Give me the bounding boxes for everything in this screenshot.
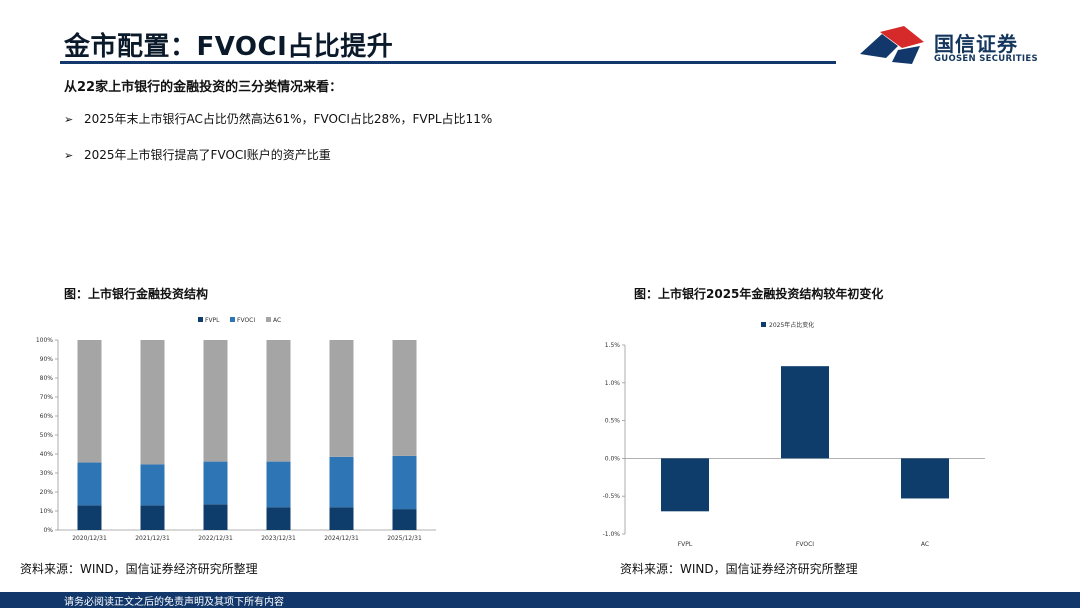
legend-swatch [266, 317, 271, 322]
bar-ac-2024 [329, 340, 354, 457]
logo-text-en: GUOSEN SECURITIES [934, 54, 1038, 64]
bar-ac [901, 458, 949, 499]
page-title: 金市配置：FVOCI占比提升 [64, 32, 394, 62]
x-tick-label: 2021/12/31 [135, 535, 170, 542]
right-figure-title: 图：上市银行2025年金融投资结构较年初变化 [634, 287, 884, 301]
bar-ac-2021 [140, 340, 165, 465]
legend-swatch [198, 317, 203, 322]
bullet-item: ➢ 2025年末上市银行AC占比仍然高达61%，FVOCI占比28%，FVPL占比… [64, 110, 492, 146]
y-tick-label: 0.5% [605, 418, 621, 425]
y-tick-label: 1.5% [605, 342, 621, 349]
bar-fvpl [661, 458, 709, 512]
y-tick-label: 40% [40, 451, 54, 458]
bar-ac-2023 [266, 340, 291, 462]
x-tick-label: FVOCI [796, 541, 814, 548]
bar-fvoci-2025 [392, 455, 417, 510]
change-bar-chart: 2025年占比变化 -1.0% -0.5% 0.0% 0.5% 1.0% 1.5% FVPL F… [603, 321, 985, 548]
bullet-list: ➢ 2025年末上市银行AC占比仍然高达61%，FVOCI占比28%，FVPL占比… [64, 110, 492, 182]
legend-label: 2025年占比变化 [769, 321, 814, 329]
y-tick-label: 50% [40, 432, 54, 439]
arrow-bullet-icon: ➢ [64, 149, 74, 162]
y-tick-label: 90% [40, 356, 54, 363]
title-underline [60, 61, 836, 64]
x-tick-label: 2025/12/31 [387, 535, 422, 542]
legend-swatch [230, 317, 235, 322]
y-tick-label: -0.5% [603, 493, 621, 500]
left-figure-source: 资料来源：WIND，国信证券经济研究所整理 [20, 562, 258, 576]
x-tick-label: 2020/12/31 [72, 535, 107, 542]
bar-fvoci-2021 [140, 464, 165, 506]
bar-ac-2020 [77, 340, 102, 463]
bar-ac-2022 [203, 340, 228, 462]
stacked-bar-chart: FVPL FVOCI AC 0% 10% 20% 30% 40% 50% 60% 70% 80% 90%… [36, 317, 436, 542]
legend-swatch [761, 322, 766, 327]
x-tick-label: AC [921, 541, 929, 548]
bar-fvoci-2022 [203, 461, 228, 505]
bar-fvpl-2022 [203, 504, 228, 530]
x-tick-label: 2022/12/31 [198, 535, 233, 542]
brand-logo: 国信证券 GUOSEN SECURITIES [858, 24, 1058, 68]
arrow-bullet-icon: ➢ [64, 113, 74, 126]
y-tick-label: 70% [40, 394, 54, 401]
x-tick-label: 2023/12/31 [261, 535, 296, 542]
y-tick-label: -1.0% [603, 531, 621, 538]
y-tick-label: 1.0% [605, 380, 621, 387]
bullet-item: ➢ 2025年上市银行提高了FVOCI账户的资产比重 [64, 146, 492, 182]
bar-fvpl-2020 [77, 505, 102, 530]
y-tick-label: 0% [43, 527, 53, 534]
legend-label: FVOCI [237, 317, 255, 324]
bar-ac-2025 [392, 340, 417, 456]
legend-label: AC [273, 317, 281, 324]
bar-fvoci [781, 366, 829, 459]
footer-bar: 请务必阅读正文之后的免责声明及其项下所有内容 [0, 592, 1080, 608]
left-figure-title: 图：上市银行金融投资结构 [64, 287, 209, 301]
x-tick-label: FVPL [678, 541, 693, 548]
legend-label: FVPL [205, 317, 220, 324]
guosen-logo-icon [860, 26, 924, 64]
bar-fvpl-2023 [266, 507, 291, 530]
y-tick-label: 10% [40, 508, 54, 515]
intro-text: 从22家上市银行的金融投资的三分类情况来看： [64, 80, 343, 95]
bullet-text: 2025年末上市银行AC占比仍然高达61%，FVOCI占比28%，FVPL占比1… [84, 112, 493, 126]
y-tick-label: 20% [40, 489, 54, 496]
logo-text-cn: 国信证券 [934, 32, 1018, 56]
bar-fvpl-2021 [140, 505, 165, 530]
y-tick-label: 0.0% [605, 455, 621, 462]
y-tick-label: 100% [36, 337, 53, 344]
bar-fvpl-2025 [392, 509, 417, 530]
footer-disclaimer: 请务必阅读正文之后的免责声明及其项下所有内容 [64, 597, 284, 608]
x-tick-label: 2024/12/31 [324, 535, 359, 542]
bullet-text: 2025年上市银行提高了FVOCI账户的资产比重 [84, 148, 331, 162]
y-tick-label: 80% [40, 375, 54, 382]
y-tick-label: 60% [40, 413, 54, 420]
bar-fvoci-2023 [266, 461, 291, 508]
y-tick-label: 30% [40, 470, 54, 477]
bar-fvoci-2020 [77, 462, 102, 506]
right-figure-source: 资料来源：WIND，国信证券经济研究所整理 [620, 562, 858, 576]
bar-fvpl-2024 [329, 507, 354, 530]
bar-fvoci-2024 [329, 456, 354, 508]
